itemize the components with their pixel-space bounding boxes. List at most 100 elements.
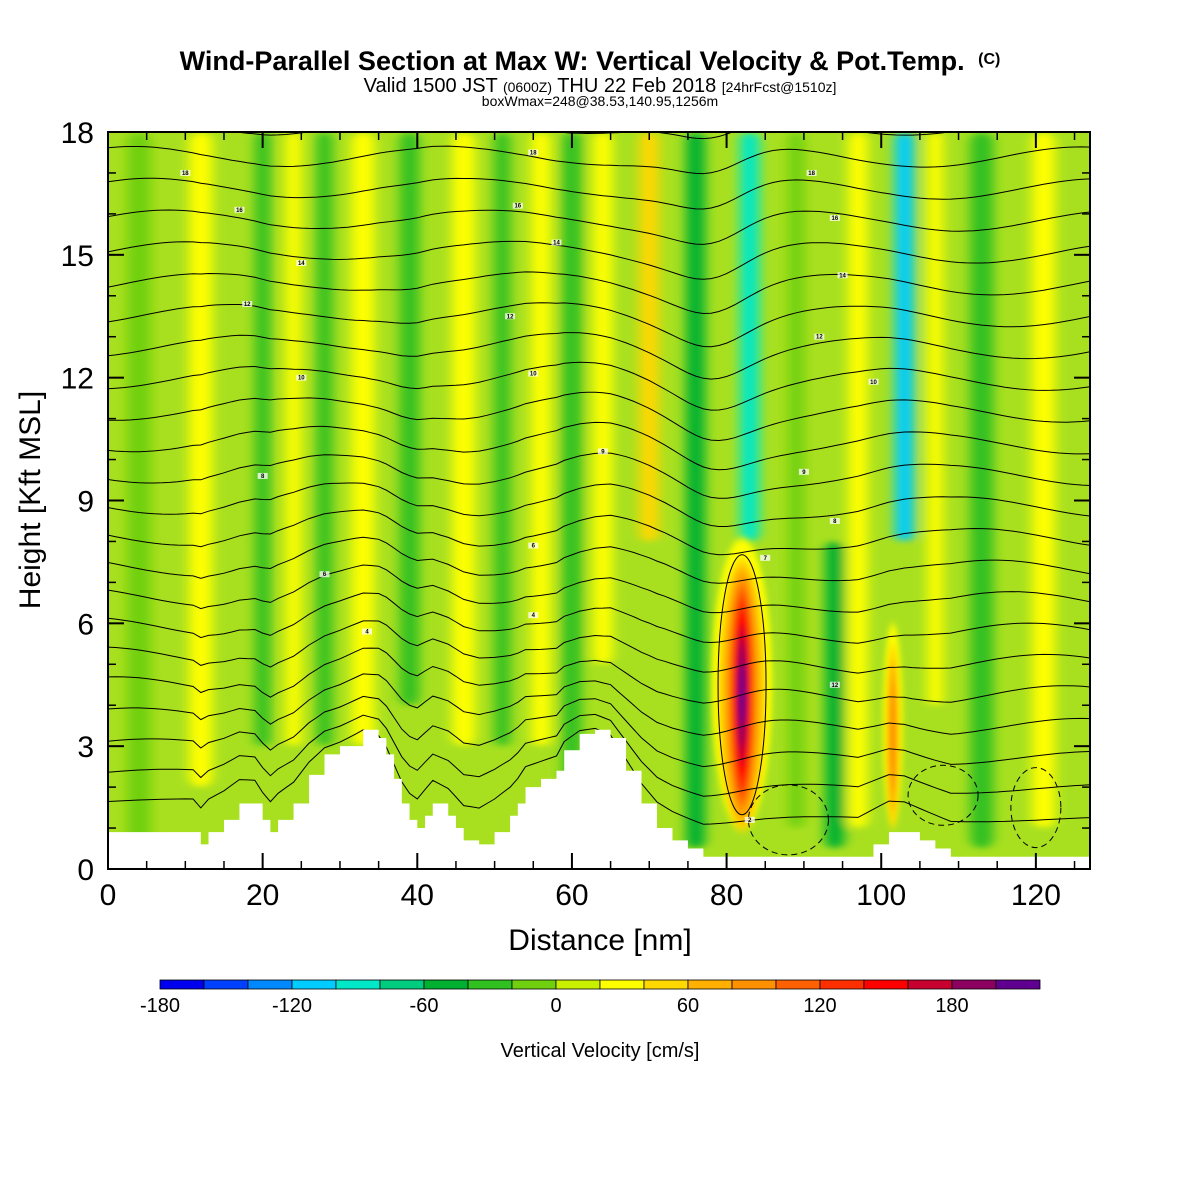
- isentrope-label: 2: [744, 816, 755, 824]
- colorbar-swatch: [159, 979, 205, 990]
- colorbar: [159, 979, 1041, 990]
- svg-text:8: 8: [833, 519, 837, 525]
- utc-time: (0600Z): [503, 79, 552, 95]
- isentrope-line: [108, 482, 1090, 527]
- colorbar-swatch: [687, 979, 733, 990]
- y-tick-label: 3: [77, 731, 94, 764]
- velocity-band: [531, 132, 551, 747]
- velocity-band: [970, 132, 994, 849]
- colorbar-swatch: [511, 979, 557, 990]
- x-tick-label: 40: [401, 879, 434, 912]
- isentrope-label: 14: [551, 239, 562, 247]
- velocity-band: [189, 132, 213, 788]
- y-tick-label: 15: [61, 240, 94, 273]
- isentrope-label: 9: [597, 448, 608, 455]
- velocity-band: [740, 132, 760, 542]
- svg-text:12: 12: [507, 314, 514, 320]
- svg-text:16: 16: [236, 208, 243, 214]
- velocity-band: [927, 132, 944, 706]
- svg-text:14: 14: [553, 241, 560, 247]
- colorbar-tick-label: -60: [410, 995, 439, 1017]
- isentrope-label: 18: [180, 169, 191, 177]
- isentrope-label: 16: [234, 206, 245, 214]
- isentrope-label: 12: [242, 300, 253, 308]
- velocity-band: [127, 132, 151, 869]
- isentrope-line: [108, 673, 1090, 736]
- svg-text:16: 16: [831, 216, 838, 222]
- x-tick-label: 0: [100, 879, 117, 912]
- x-tick-label: 120: [1011, 879, 1061, 912]
- isentrope-line: [232, 132, 952, 140]
- velocity-band: [848, 132, 868, 829]
- svg-text:18: 18: [808, 171, 815, 177]
- forecast-info: [24hrFcst@1510z]: [722, 79, 837, 95]
- velocity-band: [825, 541, 845, 849]
- isentrope-label: 16: [829, 214, 840, 222]
- colorbar-tick-label: 60: [677, 995, 699, 1017]
- colorbar-swatch: [335, 979, 381, 990]
- isentrope-label: 12: [814, 333, 825, 341]
- colorbar-tick-label: 180: [935, 995, 968, 1017]
- chart-title: Wind-Parallel Section at Max W: Vertical…: [180, 46, 1001, 76]
- isentrope-line: [108, 564, 1090, 614]
- svg-text:2: 2: [748, 818, 752, 824]
- terrain-mask: [108, 729, 1090, 869]
- svg-text:16: 16: [514, 204, 521, 210]
- svg-text:10: 10: [870, 380, 877, 386]
- svg-text:8: 8: [261, 474, 265, 480]
- colorbar-tick-label: 120: [803, 995, 836, 1017]
- svg-text:14: 14: [839, 273, 846, 279]
- isentrope-label: 12: [829, 681, 840, 689]
- x-tick-label: 20: [246, 879, 279, 912]
- y-axis-ticks: 0 3 6 9 12 15 18: [61, 117, 1090, 887]
- colorbar-swatch: [907, 979, 953, 990]
- svg-text:6: 6: [532, 544, 536, 550]
- isentrope-line: [108, 713, 1090, 797]
- colorbar-swatch: [731, 979, 777, 990]
- colorbar-tick-label: 0: [550, 995, 561, 1017]
- colorbar-swatch: [995, 979, 1041, 990]
- colorbar-swatch: [467, 979, 513, 990]
- svg-text:9: 9: [601, 449, 605, 455]
- isentrope-label: 14: [837, 272, 848, 279]
- isentrope-label: 18: [528, 149, 539, 156]
- copyright-mark: (C): [978, 51, 1000, 68]
- velocity-band: [685, 132, 706, 849]
- colorbar-swatch: [819, 979, 865, 990]
- velocity-band: [562, 132, 582, 788]
- x-tick-label: 80: [710, 879, 743, 912]
- isentrope-label: 4: [528, 612, 539, 619]
- isentrope-line: [108, 592, 1090, 644]
- velocity-band: [593, 132, 613, 665]
- isentrope-line: [108, 177, 1090, 210]
- svg-text:10: 10: [530, 372, 537, 378]
- colorbar-swatch: [643, 979, 689, 990]
- y-tick-label: 9: [77, 486, 94, 519]
- svg-text:9: 9: [802, 470, 806, 476]
- isentrope-label: 10: [296, 374, 307, 382]
- isentrope-line: [108, 302, 1090, 348]
- svg-text:7: 7: [764, 556, 768, 562]
- colorbar-swatch: [247, 979, 293, 990]
- isentrope-label: 10: [868, 378, 879, 386]
- isentrope-line: [108, 421, 1090, 471]
- velocity-band: [639, 132, 659, 542]
- colorbar-swatch: [951, 979, 997, 990]
- negative-contour: [747, 784, 829, 856]
- isentrope-label: 8: [257, 472, 268, 480]
- velocity-band: [316, 132, 333, 747]
- isentrope-line: [108, 536, 1090, 584]
- x-tick-label: 60: [555, 879, 588, 912]
- isentrope-line: [108, 391, 1090, 442]
- isentrope-line: [108, 240, 1090, 280]
- plot-area: 4 4 2 6 6 7 12 8 9 9 8 10 10 10 12 12 12 14 14 14 16 16 16 18 18…: [108, 132, 1090, 869]
- isentrope-label: 16: [512, 202, 523, 210]
- chart-subtitle: Valid 1500 JST (0600Z) THU 22 Feb 2018 […: [364, 75, 837, 97]
- colorbar-tick-label: -120: [272, 995, 312, 1017]
- isentrope-line: [108, 361, 1090, 411]
- updraft-contour: [889, 679, 896, 792]
- velocity-band: [494, 132, 511, 747]
- colorbar-swatch: [423, 979, 469, 990]
- colorbar-swatch: [599, 979, 645, 990]
- svg-text:10: 10: [298, 376, 305, 382]
